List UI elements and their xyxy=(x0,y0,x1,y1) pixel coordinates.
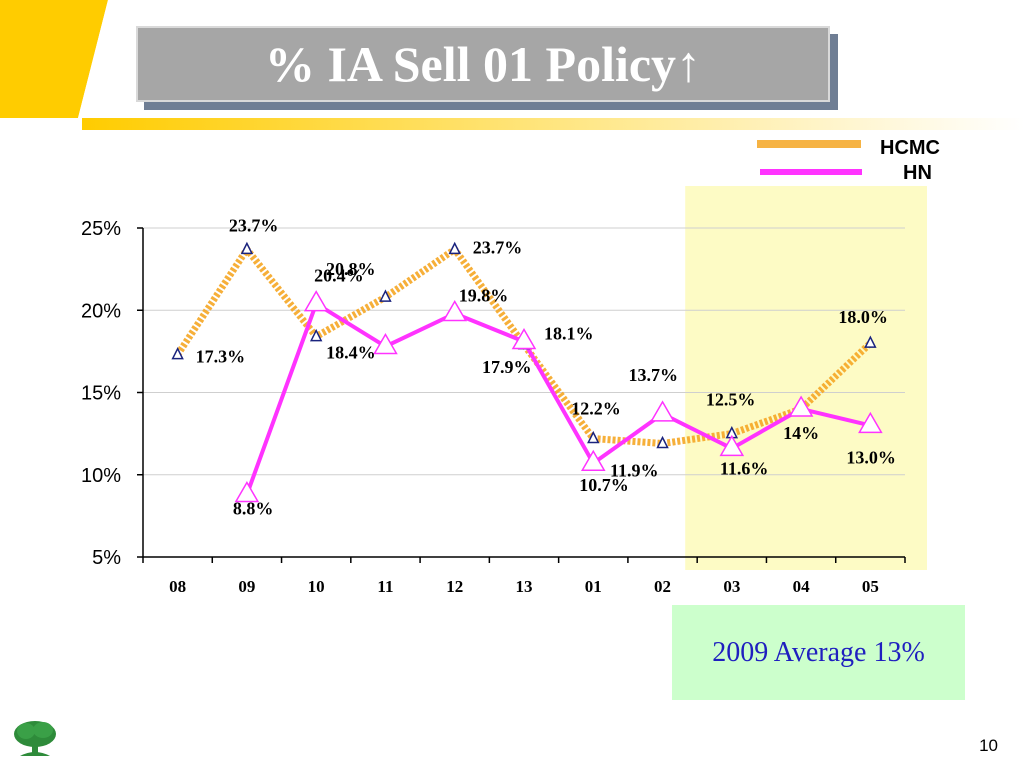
x-tick-label: 10 xyxy=(308,577,325,596)
data-label-hn: 10.7% xyxy=(579,475,629,495)
x-tick-label: 13 xyxy=(516,577,533,596)
data-label-hcmc: 17.9% xyxy=(482,357,532,377)
data-label-hn: 18.1% xyxy=(544,324,594,344)
x-tick-label: 04 xyxy=(793,577,811,596)
x-tick-label: 12 xyxy=(446,577,463,596)
data-label-hcmc: 11.9% xyxy=(610,460,659,480)
data-label-hcmc: 23.7% xyxy=(229,215,279,235)
x-tick-label: 11 xyxy=(377,577,393,596)
data-label-hn: 20.4% xyxy=(314,266,364,286)
average-note: 2009 Average 13% xyxy=(712,636,925,668)
line-chart: 25% 20% 15% 10% 5% 08 09 10 11 12 13 01 02 03 04 05 17.3… xyxy=(81,140,927,596)
data-label-hcmc: 17.3% xyxy=(196,347,246,367)
x-tick-label: 03 xyxy=(723,577,740,596)
marker-hcmc xyxy=(240,241,254,255)
marker-hn xyxy=(373,332,398,355)
marker-hn xyxy=(303,290,329,312)
page-title: % IA Sell 01 Policy↑ xyxy=(264,36,702,92)
x-tick-label: 01 xyxy=(585,577,602,596)
page-number: 10 xyxy=(979,736,998,755)
marker-hn xyxy=(442,300,468,322)
marker-hcmc xyxy=(171,346,184,360)
average-box: 2009 Average 13% xyxy=(672,605,965,700)
highlight-region xyxy=(685,186,927,570)
tree-logo-icon xyxy=(14,721,56,756)
data-label-hcmc: 12.2% xyxy=(571,399,621,419)
title-banner xyxy=(0,0,1024,130)
y-tick-label: 5% xyxy=(92,547,121,569)
data-label-hn: 8.8% xyxy=(233,498,274,518)
marker-hn xyxy=(580,449,606,471)
x-tick-label: 02 xyxy=(654,577,671,596)
marker-hn xyxy=(858,411,883,434)
title-box: % IA Sell 01 Policy↑ xyxy=(136,26,830,102)
y-tick-label: 10% xyxy=(81,465,121,487)
series-line-hcmc xyxy=(174,245,873,447)
legend-label-hn: HN xyxy=(903,162,932,184)
y-tick-label: 20% xyxy=(81,300,121,322)
marker-hcmc xyxy=(587,430,600,444)
data-label-hn: 13.7% xyxy=(629,365,679,385)
y-tick-label: 25% xyxy=(81,218,121,240)
marker-hcmc xyxy=(309,328,323,342)
legend-swatch-hcmc xyxy=(757,140,861,148)
marker-hcmc xyxy=(379,289,392,302)
legend-label-hcmc: HCMC xyxy=(880,137,940,159)
x-tick-label: 05 xyxy=(862,577,879,596)
data-label-hn: 19.8% xyxy=(459,286,509,306)
x-tick-label: 08 xyxy=(169,577,186,596)
data-label-hn: 13.0% xyxy=(846,447,896,467)
data-label-hcmc: 14% xyxy=(783,423,819,443)
marker-hcmc xyxy=(656,435,669,449)
marker-hn xyxy=(511,328,537,350)
data-label-hcmc: 18.4% xyxy=(326,343,376,363)
marker-hn xyxy=(788,395,814,417)
data-label-hcmc: 12.5% xyxy=(706,390,756,410)
data-label-hcmc: 20.8% xyxy=(326,259,376,279)
y-tick-label: 15% xyxy=(81,383,121,405)
marker-hcmc xyxy=(864,335,877,348)
x-tick-label: 09 xyxy=(238,577,255,596)
marker-hn xyxy=(234,480,260,503)
marker-hn xyxy=(719,434,745,457)
data-label-hn: 11.6% xyxy=(720,458,769,478)
data-label-hcmc: 23.7% xyxy=(473,237,523,257)
series-line-hn xyxy=(245,301,871,496)
marker-hn xyxy=(650,400,675,422)
data-label-hcmc: 18.0% xyxy=(838,307,888,327)
marker-hcmc xyxy=(448,241,461,255)
